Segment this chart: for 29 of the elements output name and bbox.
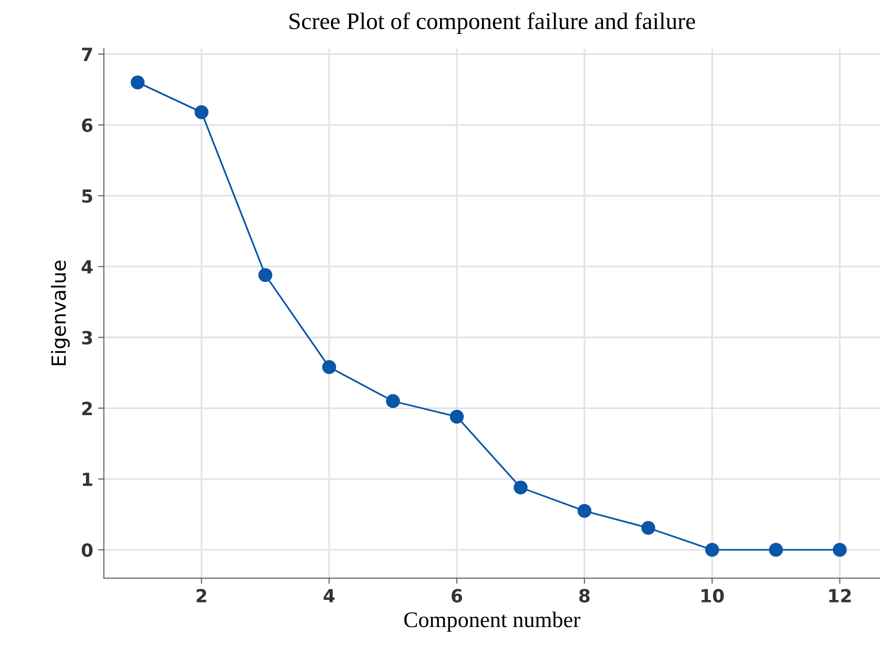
y-tick-label: 0 (82, 543, 93, 557)
y-tick-label: 2 (82, 402, 92, 416)
y-tick-label: 4 (82, 260, 93, 274)
x-tick-label: 2 (196, 588, 206, 602)
point (769, 542, 783, 557)
y-axis-title: Eigenvalue (50, 260, 70, 366)
x-tick-label: 12 (829, 588, 851, 602)
chart-title: Scree Plot of component failure and failure (290, 12, 695, 34)
y-tick-label: 7 (82, 48, 92, 61)
x-axis-title: Component number (404, 612, 580, 632)
y-tick-label: 5 (82, 189, 92, 203)
point (194, 105, 208, 120)
point (258, 268, 272, 282)
x-tick-label: 10 (702, 588, 724, 603)
y-tick-label: 1 (82, 472, 92, 486)
point (832, 542, 847, 557)
y-tick-label: 6 (82, 118, 92, 132)
point (578, 504, 592, 518)
point (641, 520, 656, 535)
x-tick-label: 8 (579, 588, 590, 603)
point (514, 480, 528, 494)
point (322, 360, 336, 374)
x-tick-label: 4 (324, 589, 335, 602)
point (450, 410, 464, 424)
point (705, 542, 720, 557)
point (386, 394, 400, 408)
point (130, 76, 145, 90)
x-tick-label: 6 (452, 588, 462, 603)
y-tick-label: 3 (82, 330, 92, 345)
